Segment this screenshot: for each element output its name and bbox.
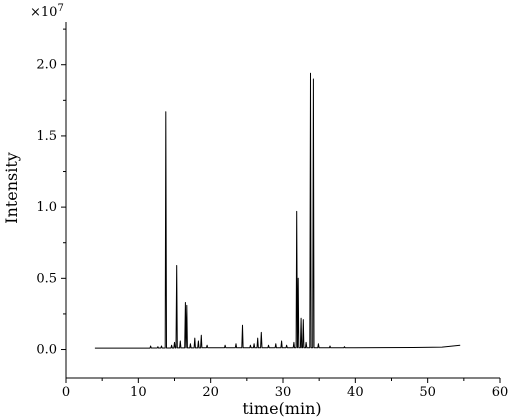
x-tick-label: 40 — [347, 385, 364, 400]
plot-area — [65, 22, 500, 379]
x-tick-label: 30 — [275, 385, 292, 400]
chromatogram-line — [94, 72, 461, 349]
tick-marks — [61, 28, 501, 383]
x-tick-label: 50 — [419, 385, 436, 400]
y-tick-label: 2.0 — [36, 58, 57, 73]
y-tick-label: 1.5 — [36, 129, 57, 144]
y-multiplier-base: ×10 — [30, 5, 57, 20]
y-multiplier-exponent: 7 — [57, 3, 63, 14]
y-tick-label: 0.5 — [36, 271, 57, 286]
y-axis-multiplier: ×107 — [30, 3, 64, 20]
x-tick-label: 10 — [130, 385, 147, 400]
y-axis-title: Intensity — [2, 152, 21, 224]
x-tick-label: 60 — [492, 385, 509, 400]
x-axis-title: time(min) — [242, 399, 321, 418]
y-tick-label: 0.0 — [36, 343, 57, 358]
x-tick-label: 20 — [202, 385, 219, 400]
x-tick-label: 0 — [62, 385, 70, 400]
y-tick-label: 1.0 — [36, 200, 57, 215]
tick-labels: 0 10 20 30 40 50 60 0.0 0.5 1.0 1.5 2.0 — [36, 58, 508, 400]
